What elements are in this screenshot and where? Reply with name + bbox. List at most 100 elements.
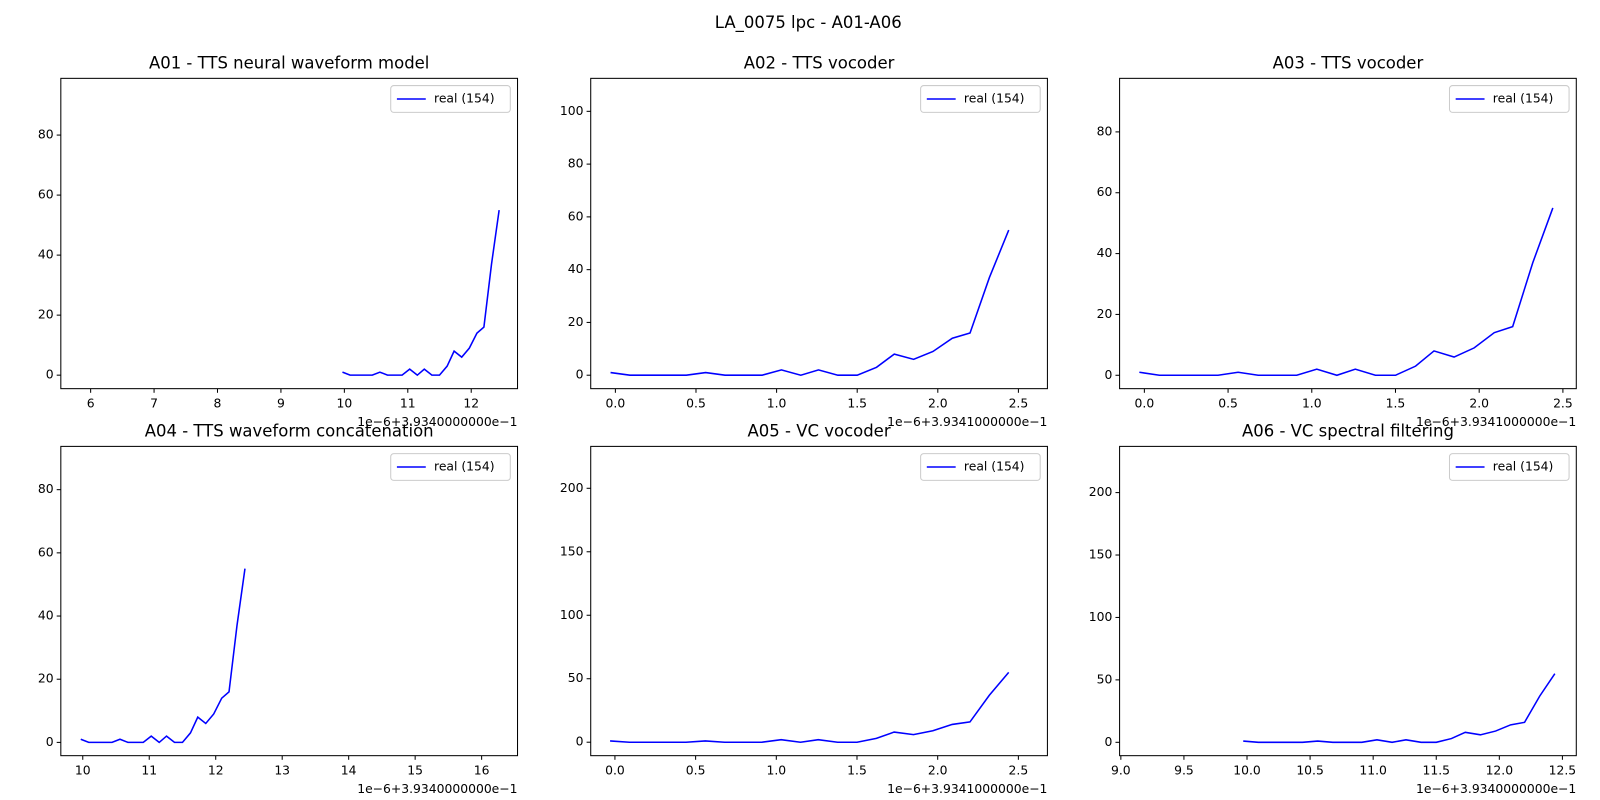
x-tick-label: 11.0 xyxy=(1359,764,1387,778)
x-offset-label: 1e−6+3.9341000000e−1 xyxy=(887,415,1047,429)
x-tick-label: 2.0 xyxy=(1469,397,1489,411)
legend-box xyxy=(920,85,1041,113)
x-tick-label: 10.0 xyxy=(1233,764,1261,778)
x-tick-label: 0.0 xyxy=(605,764,625,778)
legend-box xyxy=(390,453,511,481)
plot-area xyxy=(610,229,1010,377)
plot-area xyxy=(610,671,1010,743)
data-line xyxy=(610,229,1010,377)
x-tick-label: 10 xyxy=(336,397,352,411)
y-tick-label: 60 xyxy=(38,545,54,559)
subplot: A06 - VC spectral filtering 9.0 9.5 10.0 10.… xyxy=(1089,421,1577,796)
x-offset-label: 1e−6+3.9341000000e−1 xyxy=(887,782,1047,796)
data-line xyxy=(1139,207,1554,377)
x-tick-label: 1.0 xyxy=(766,764,786,778)
x-tick-label: 0.5 xyxy=(686,397,706,411)
y-tick-label: 80 xyxy=(38,482,54,496)
plot-area xyxy=(80,568,246,744)
figure-title: LA_0075 lpc - A01-A06 xyxy=(715,13,902,33)
x-tick-label: 1.5 xyxy=(847,764,867,778)
axes-frame xyxy=(60,77,519,390)
subplot-title: A01 - TTS neural waveform model xyxy=(149,53,429,72)
legend-label: real (154) xyxy=(434,460,495,474)
subplot-title: A06 - VC spectral filtering xyxy=(1242,421,1454,440)
x-tick-label: 12 xyxy=(208,764,224,778)
legend-box xyxy=(920,453,1041,481)
y-tick-label: 0 xyxy=(46,735,54,749)
y-tick-label: 200 xyxy=(560,481,584,495)
y-tick-label: 50 xyxy=(1097,672,1113,686)
subplot: A03 - TTS vocoder 0.0 0.5 1.0 1.5 2.0 2.5 0 20 40… xyxy=(1097,53,1577,429)
legend: real (154) xyxy=(1448,85,1570,113)
x-tick-label: 6 xyxy=(87,397,95,411)
legend-label: real (154) xyxy=(964,460,1025,474)
legend-label: real (154) xyxy=(434,91,495,105)
x-tick-label: 8 xyxy=(214,397,222,411)
x-tick-label: 15 xyxy=(407,764,423,778)
x-tick-label: 12.5 xyxy=(1549,764,1577,778)
data-line xyxy=(342,209,500,377)
x-offset-label: 1e−6+3.9341000000e−1 xyxy=(1416,415,1576,429)
data-line xyxy=(610,671,1010,743)
legend-label: real (154) xyxy=(1493,460,1554,474)
subplot: A02 - TTS vocoder 0.0 0.5 1.0 1.5 2.0 2.5 0 20 40… xyxy=(560,53,1048,429)
data-line xyxy=(1243,673,1556,744)
x-tick-label: 14 xyxy=(341,764,357,778)
x-tick-label: 12.0 xyxy=(1486,764,1514,778)
y-tick-label: 80 xyxy=(568,157,584,171)
x-tick-label: 0.0 xyxy=(1135,397,1155,411)
y-tick-label: 50 xyxy=(568,671,584,685)
y-tick-label: 40 xyxy=(38,248,54,262)
x-tick-label: 1.5 xyxy=(1386,397,1406,411)
x-tick-label: 9.0 xyxy=(1111,764,1131,778)
x-tick-label: 7 xyxy=(150,397,158,411)
x-tick-label: 13 xyxy=(274,764,290,778)
y-tick-label: 80 xyxy=(1097,124,1113,138)
x-tick-label: 11.5 xyxy=(1422,764,1450,778)
legend: real (154) xyxy=(920,85,1041,113)
x-tick-label: 0.0 xyxy=(606,397,626,411)
legend: real (154) xyxy=(1448,453,1570,481)
plot-area xyxy=(1243,673,1556,744)
subplot: A05 - VC vocoder 0.0 0.5 1.0 1.5 2.0 2.5 0 50 100… xyxy=(560,421,1048,796)
x-tick-label: 10.5 xyxy=(1296,764,1324,778)
legend-box xyxy=(1448,85,1570,113)
y-tick-label: 20 xyxy=(38,308,54,322)
y-tick-label: 60 xyxy=(1097,185,1113,199)
x-tick-label: 1.0 xyxy=(767,397,787,411)
y-tick-label: 60 xyxy=(38,188,54,202)
y-tick-label: 100 xyxy=(1089,610,1113,624)
legend-label: real (154) xyxy=(964,91,1025,105)
subplot-title: A04 - TTS waveform concatenation xyxy=(145,421,434,440)
x-tick-label: 1.0 xyxy=(1302,397,1322,411)
x-tick-label: 9 xyxy=(277,397,285,411)
x-offset-label: 1e−6+3.9340000000e−1 xyxy=(357,782,517,796)
plot-area xyxy=(1139,207,1554,377)
x-tick-label: 11 xyxy=(141,764,157,778)
x-tick-label: 2.5 xyxy=(1009,764,1029,778)
y-tick-label: 0 xyxy=(576,368,584,382)
legend: real (154) xyxy=(390,453,511,481)
x-tick-label: 10 xyxy=(75,764,91,778)
axes-frame xyxy=(590,77,1048,390)
x-tick-label: 0.5 xyxy=(686,764,706,778)
x-tick-label: 0.5 xyxy=(1218,397,1238,411)
y-tick-label: 40 xyxy=(1097,246,1113,260)
y-tick-label: 200 xyxy=(1089,485,1113,499)
legend-box xyxy=(1448,453,1570,481)
x-offset-label: 1e−6+3.9340000000e−1 xyxy=(1416,782,1576,796)
y-tick-label: 0 xyxy=(46,368,54,382)
x-tick-label: 9.5 xyxy=(1174,764,1194,778)
subplot: A04 - TTS waveform concatenation 10 11 12 13… xyxy=(38,421,519,796)
legend-box xyxy=(390,85,511,113)
y-tick-label: 40 xyxy=(38,609,54,623)
y-tick-label: 0 xyxy=(1104,368,1112,382)
x-tick-label: 1.5 xyxy=(847,397,867,411)
y-tick-label: 20 xyxy=(1097,307,1113,321)
x-tick-label: 12 xyxy=(463,397,479,411)
axes-frame xyxy=(1119,77,1577,390)
legend-label: real (154) xyxy=(1493,91,1554,105)
